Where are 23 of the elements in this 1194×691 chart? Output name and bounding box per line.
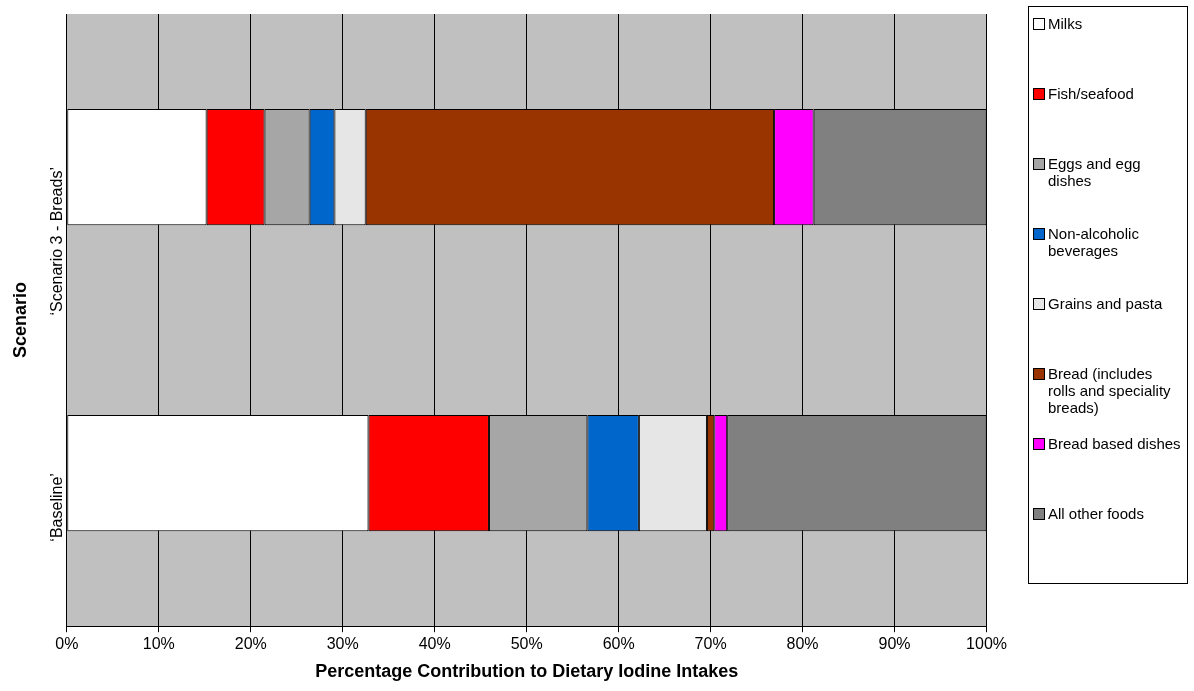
y-axis-title: Scenario xyxy=(9,282,30,359)
x-tick-label: 10% xyxy=(142,635,175,653)
legend-label: Milks xyxy=(1048,15,1083,32)
x-tick-label: 80% xyxy=(786,635,819,653)
x-axis-title: Percentage Contribution to Dietary Iodine Intakes xyxy=(315,661,739,682)
legend-label: Bread (includes rolls and speciality breads) xyxy=(1048,365,1172,416)
x-tick-label: 60% xyxy=(602,635,635,653)
legend-label: Bread based dishes xyxy=(1048,435,1181,452)
x-tick-label: 100% xyxy=(966,635,1007,653)
legend-label: Non-alcoholic beverages xyxy=(1048,225,1140,259)
x-tick-label: 70% xyxy=(694,635,727,653)
y-tick-label: ‘Scenario 3 - Breads’ xyxy=(48,167,66,316)
x-tick-label: 40% xyxy=(418,635,451,653)
x-tick-label: 30% xyxy=(326,635,359,653)
x-tick-label: 90% xyxy=(878,635,911,653)
legend-label: Grains and pasta xyxy=(1048,295,1163,312)
legend-label: Eggs and egg dishes xyxy=(1048,155,1142,189)
y-tick-label: ‘Baseline’ xyxy=(48,473,66,542)
x-tick-label: 50% xyxy=(510,635,543,653)
x-tick-label: 20% xyxy=(234,635,267,653)
x-tick-label: 0% xyxy=(55,635,79,653)
legend-label: Fish/seafood xyxy=(1048,85,1134,102)
legend-label: All other foods xyxy=(1048,505,1144,522)
